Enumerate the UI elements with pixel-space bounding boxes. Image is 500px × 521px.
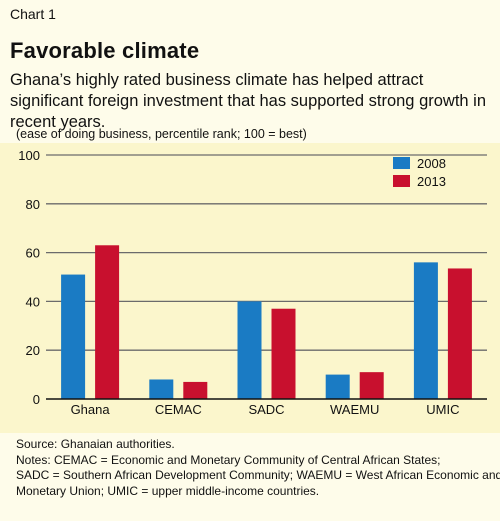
chart-number-label: Chart 1 <box>10 6 56 22</box>
x-tick-label: UMIC <box>426 402 459 417</box>
notes-line: Monetary Union; UMIC = upper middle-inco… <box>16 483 320 498</box>
x-tick-label: CEMAC <box>155 402 202 417</box>
y-tick-label: 20 <box>26 343 40 358</box>
chart-subtitle: Ghana’s highly rated business climate ha… <box>10 71 487 131</box>
chart-title: Favorable climate <box>10 38 200 63</box>
y-tick-label: 100 <box>18 148 40 163</box>
bar-2008 <box>325 374 350 399</box>
bar-2008 <box>413 262 438 399</box>
bar-2008 <box>237 301 262 399</box>
footer: Source: Ghanaian authorities. Notes: CEM… <box>16 437 500 499</box>
x-tick-label: Ghana <box>71 402 111 417</box>
gridlines <box>46 154 487 351</box>
bar-2013 <box>183 381 208 399</box>
bar-2013 <box>359 372 384 399</box>
axis-ticks: 0 20 40 60 80 100 Ghana CEMAC SADC WAEMU UMIC <box>18 148 487 417</box>
bar-2013 <box>271 308 296 399</box>
unit-note: (ease of doing business, percentile rank… <box>16 127 307 141</box>
bar-2008 <box>61 274 86 399</box>
y-tick-label: 80 <box>26 197 40 212</box>
legend: 2008 2013 <box>393 156 446 189</box>
notes-line: SADC = Southern African Development Comm… <box>16 468 500 482</box>
legend-swatch <box>393 175 410 187</box>
notes-line: Notes: CEMAC = Economic and Monetary Com… <box>16 452 441 467</box>
bar-2013 <box>447 268 472 399</box>
legend-label: 2013 <box>417 174 446 189</box>
x-tick-label: SADC <box>248 402 284 417</box>
bar-2008 <box>149 379 174 399</box>
y-tick-label: 60 <box>26 246 40 261</box>
bar-2013 <box>95 245 120 399</box>
source-note: Source: Ghanaian authorities. <box>16 437 175 451</box>
y-tick-label: 40 <box>26 294 40 309</box>
y-tick-label: 0 <box>33 392 40 407</box>
legend-label: 2008 <box>417 156 446 171</box>
legend-swatch <box>393 157 410 169</box>
bars <box>61 245 472 399</box>
x-tick-label: WAEMU <box>330 402 379 417</box>
